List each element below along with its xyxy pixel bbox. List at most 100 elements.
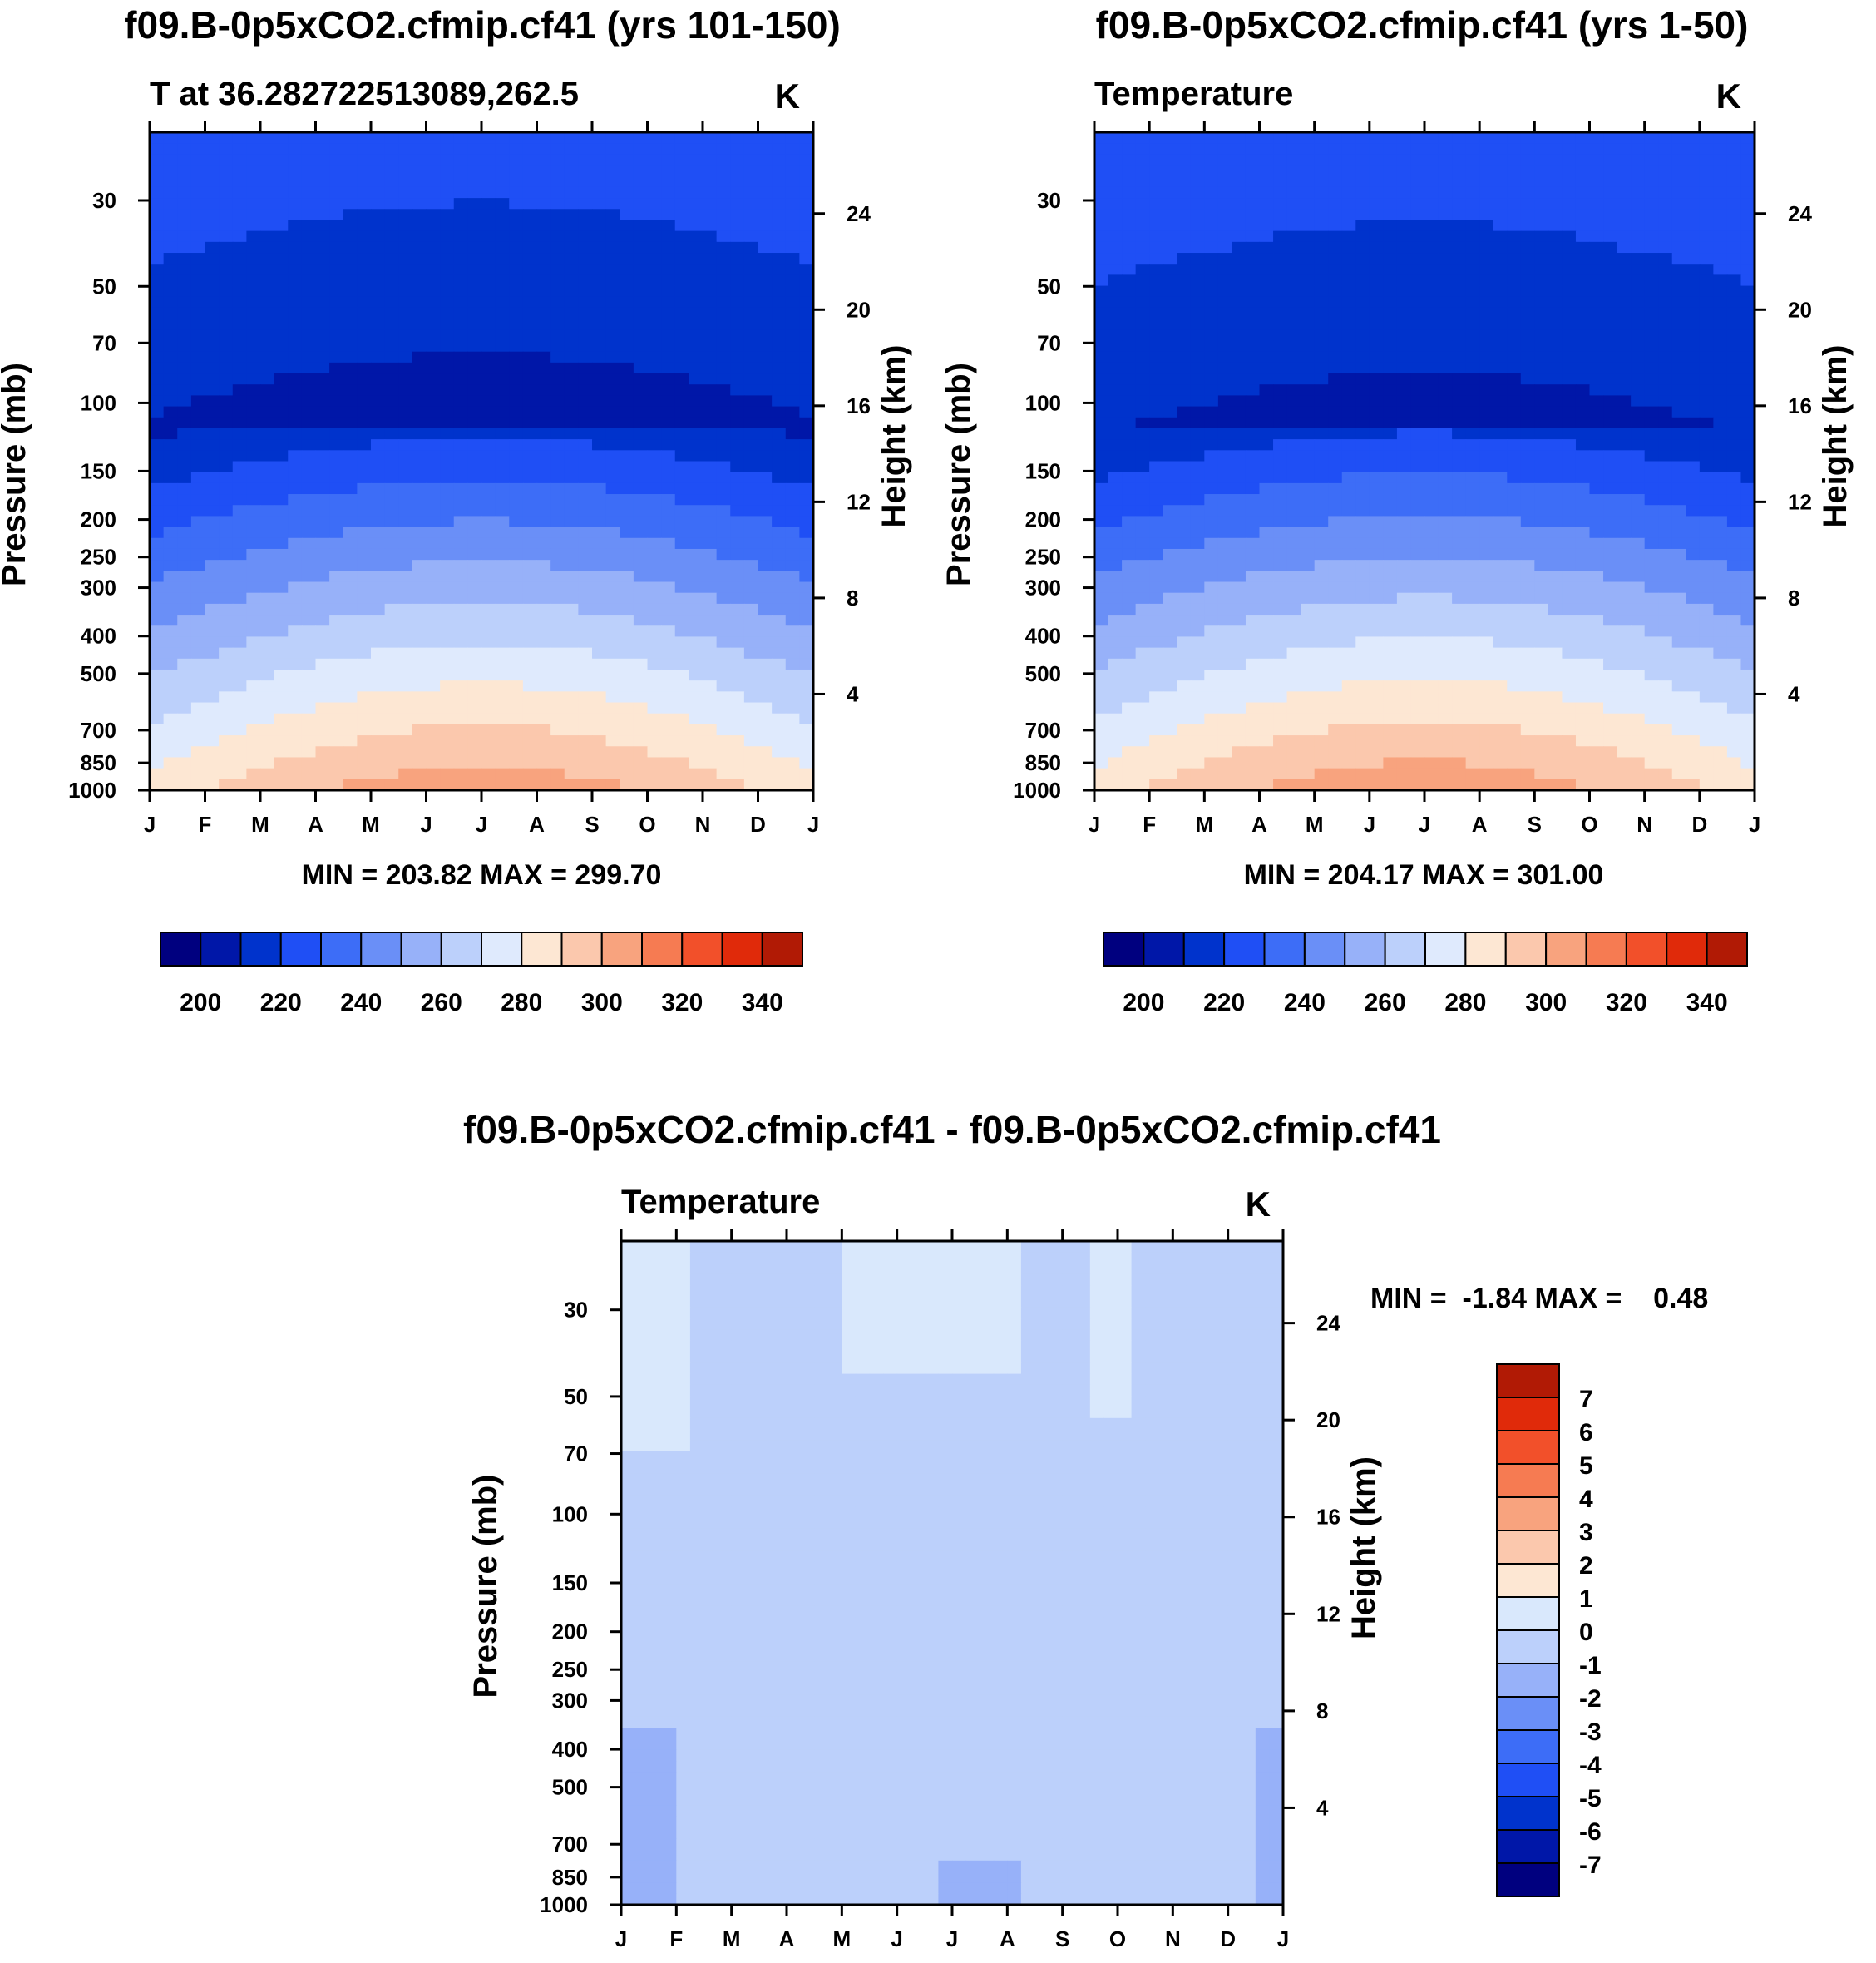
left-field-cell <box>550 319 565 330</box>
left-field-cell <box>190 494 206 506</box>
left-field-cell <box>550 658 565 670</box>
right-field-cell <box>1135 373 1150 385</box>
right-field-cell <box>1548 198 1563 210</box>
left-field-cell <box>592 285 607 298</box>
left-field-cell <box>481 625 496 638</box>
left-field-cell <box>205 592 220 605</box>
right-field-cell <box>1190 560 1205 571</box>
right-field-cell <box>1328 527 1343 539</box>
left-field-cell <box>371 198 386 210</box>
left-field-cell <box>412 516 427 528</box>
right-field-cell <box>1658 406 1673 418</box>
right-field-cell <box>1122 230 1137 243</box>
right-field-cell <box>1177 450 1192 462</box>
left-field-cell <box>357 176 372 188</box>
left-field-cell <box>743 461 759 473</box>
right-field-cell <box>1163 241 1177 254</box>
right-field-cell <box>1575 439 1591 451</box>
right-field-cell <box>1713 373 1728 385</box>
right-field-cell <box>1273 516 1288 528</box>
left-field-cell <box>564 285 579 298</box>
right-field-cell <box>1245 209 1261 221</box>
right-field-cell <box>1094 384 1109 396</box>
right-field-cell <box>1438 351 1453 363</box>
right-field-cell <box>1424 581 1439 594</box>
left-field-cell <box>412 691 427 704</box>
left-field-cell <box>703 516 718 528</box>
left-field-cell <box>772 494 787 506</box>
right-field-cell <box>1575 351 1591 363</box>
left-field-cell <box>564 253 579 265</box>
left-colorbar-box <box>641 932 684 967</box>
right-field-cell <box>1534 384 1549 396</box>
left-field-cell <box>260 209 275 221</box>
left-field-cell <box>274 647 289 660</box>
right-field-cell <box>1355 329 1370 342</box>
left-field-cell <box>440 691 455 704</box>
right-field-cell <box>1713 548 1728 561</box>
left-field-cell <box>357 143 372 155</box>
left-field-cell <box>592 680 607 692</box>
left-field-cell <box>620 285 634 298</box>
left-field-cell <box>620 713 634 725</box>
left-field-cell <box>453 702 468 714</box>
right-field-cell <box>1603 230 1618 243</box>
left-field-cell <box>190 571 206 583</box>
left-field-cell <box>357 735 372 747</box>
right-field-cell <box>1149 351 1164 363</box>
left-field-cell <box>246 241 261 254</box>
left-field-cell <box>329 647 344 660</box>
left-field-cell <box>522 625 538 638</box>
right-field-cell <box>1726 253 1742 265</box>
left-field-cell <box>301 296 317 309</box>
right-field-cell <box>1534 285 1549 298</box>
left-field-cell <box>647 779 662 791</box>
right-field-cell <box>1520 351 1535 363</box>
left-field-cell <box>674 527 689 539</box>
left-field-cell <box>219 724 234 736</box>
left-field-cell <box>467 603 482 616</box>
right-field-cell <box>1410 439 1425 451</box>
left-field-cell <box>578 428 593 440</box>
right-field-cell <box>1589 264 1604 275</box>
right-field-cell <box>1301 319 1316 330</box>
left-field-cell <box>509 592 524 605</box>
right-field-cell <box>1273 571 1288 583</box>
left-field-cell <box>260 680 275 692</box>
left-field-cell <box>412 571 427 583</box>
left-field-cell <box>205 724 220 736</box>
left-field-cell <box>190 373 206 385</box>
right-field-cell <box>1355 571 1370 583</box>
right-field-cell <box>1507 319 1522 330</box>
right-field-cell <box>1341 143 1356 155</box>
left-field-cell <box>398 768 413 780</box>
right-field-cell <box>1686 220 1701 232</box>
left-field-cell <box>661 406 676 418</box>
left-field-cell <box>301 592 317 605</box>
right-field-cell <box>1699 494 1714 506</box>
left-field-cell <box>260 527 275 539</box>
left-field-cell <box>384 329 399 342</box>
left-field-cell <box>398 253 413 265</box>
left-field-cell <box>440 647 455 660</box>
right-field-cell <box>1410 461 1425 473</box>
left-field-cell <box>772 340 787 353</box>
left-field-cell <box>329 198 344 210</box>
right-field-cell <box>1328 230 1343 243</box>
left-field-cell <box>398 220 413 232</box>
right-field-cell <box>1369 307 1384 319</box>
right-field-cell <box>1396 439 1412 451</box>
right-field-cell <box>1617 296 1632 309</box>
left-field-cell <box>190 516 206 528</box>
left-field-cell <box>592 581 607 594</box>
right-field-cell <box>1548 395 1563 408</box>
left-field-cell <box>440 768 455 780</box>
left-field-cell <box>495 230 510 243</box>
left-field-cell <box>288 494 303 506</box>
left-field-cell <box>246 253 261 265</box>
left-field-cell <box>467 351 482 363</box>
left-field-cell <box>398 296 413 309</box>
left-field-cell <box>453 527 468 539</box>
left-field-cell <box>536 395 551 408</box>
right-field-cell <box>1396 230 1412 243</box>
